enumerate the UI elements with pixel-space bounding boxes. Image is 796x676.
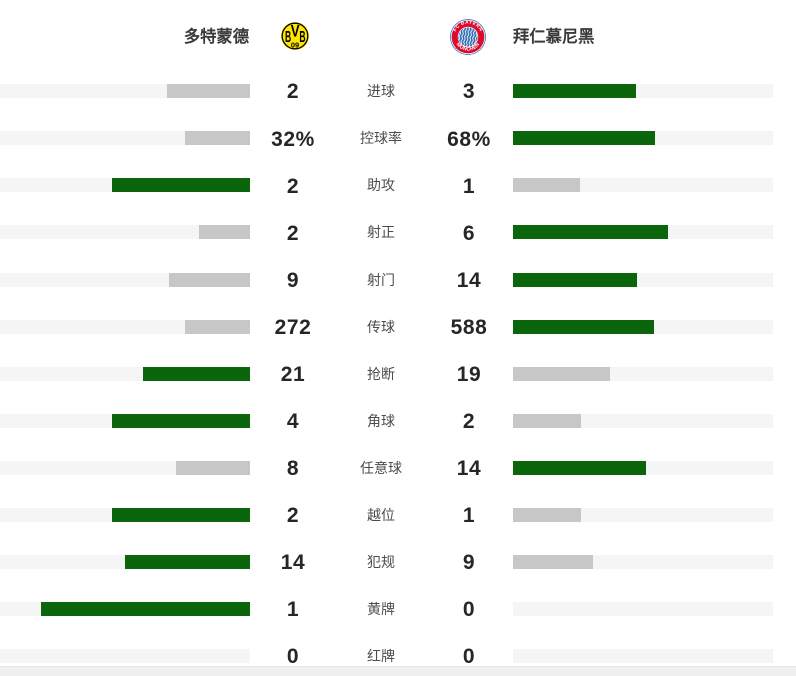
svg-text:V: V (291, 22, 300, 41)
svg-text:B: B (285, 29, 291, 46)
svg-text:B: B (299, 29, 305, 46)
svg-text:09: 09 (291, 40, 299, 49)
